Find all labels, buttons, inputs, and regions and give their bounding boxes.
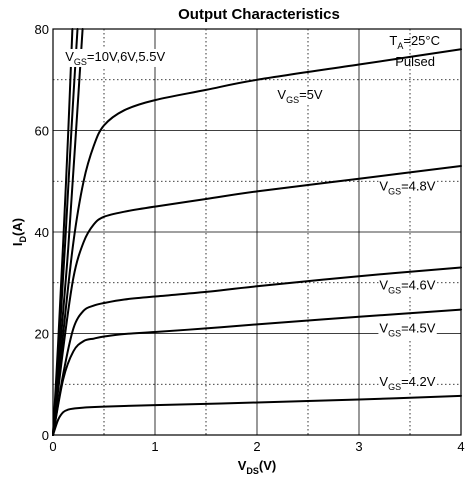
series-curves — [52, 28, 462, 436]
series-curve-vgs10V-6V-5-5V — [52, 28, 84, 436]
series-curve-vgs4-6V — [52, 266, 462, 436]
series-label: VGS=5V — [277, 87, 323, 105]
series-label-background — [378, 277, 437, 296]
grid-lines — [53, 29, 461, 435]
series-curve-vgs4-8V — [52, 165, 462, 436]
series-label-background — [378, 373, 437, 392]
y-axis-label: ID(A) — [10, 218, 28, 246]
chart-title: Output Characteristics — [178, 6, 340, 23]
series-label-background — [378, 320, 437, 339]
x-tick-labels: 0 1 2 3 4 — [49, 439, 464, 454]
y-tick-label: 40 — [35, 225, 49, 240]
x-tick-label: 0 — [49, 439, 56, 454]
series-curve-vgs4-5V — [52, 308, 462, 436]
series-label: VGS=10V,6V,5.5V — [65, 49, 165, 67]
y-tick-labels: 0 20 40 60 80 — [35, 22, 49, 443]
x-tick-label: 1 — [151, 439, 158, 454]
series-label: VGS=4.2V — [379, 374, 435, 392]
series-labels: VGS=10V,6V,5.5V VGS=5V VGS=4.8V VGS=4.6V VGS… — [64, 48, 437, 392]
series-label-background — [64, 48, 167, 67]
series-label-background — [276, 87, 324, 106]
series-label: VGS=4.5V — [379, 320, 435, 338]
pulsed-condition-label: Pulsed — [395, 54, 435, 69]
x-axis-label: VDS(V) — [238, 458, 277, 476]
x-tick-label: 4 — [457, 439, 464, 454]
y-tick-label: 60 — [35, 124, 49, 139]
plot-frame — [52, 28, 462, 436]
x-tick-label: 2 — [253, 439, 260, 454]
temperature-condition-label: TA=25°C — [389, 33, 440, 51]
series-curve-vgs4-2V — [52, 394, 462, 436]
y-tick-label: 20 — [35, 327, 49, 342]
series-label: VGS=4.6V — [379, 277, 435, 295]
y-tick-label: 0 — [42, 428, 49, 443]
series-label: VGS=4.8V — [379, 178, 435, 196]
series-curve-vgs5V — [52, 48, 462, 436]
x-tick-label: 3 — [355, 439, 362, 454]
series-label-background — [378, 178, 437, 197]
y-tick-label: 80 — [35, 22, 49, 37]
